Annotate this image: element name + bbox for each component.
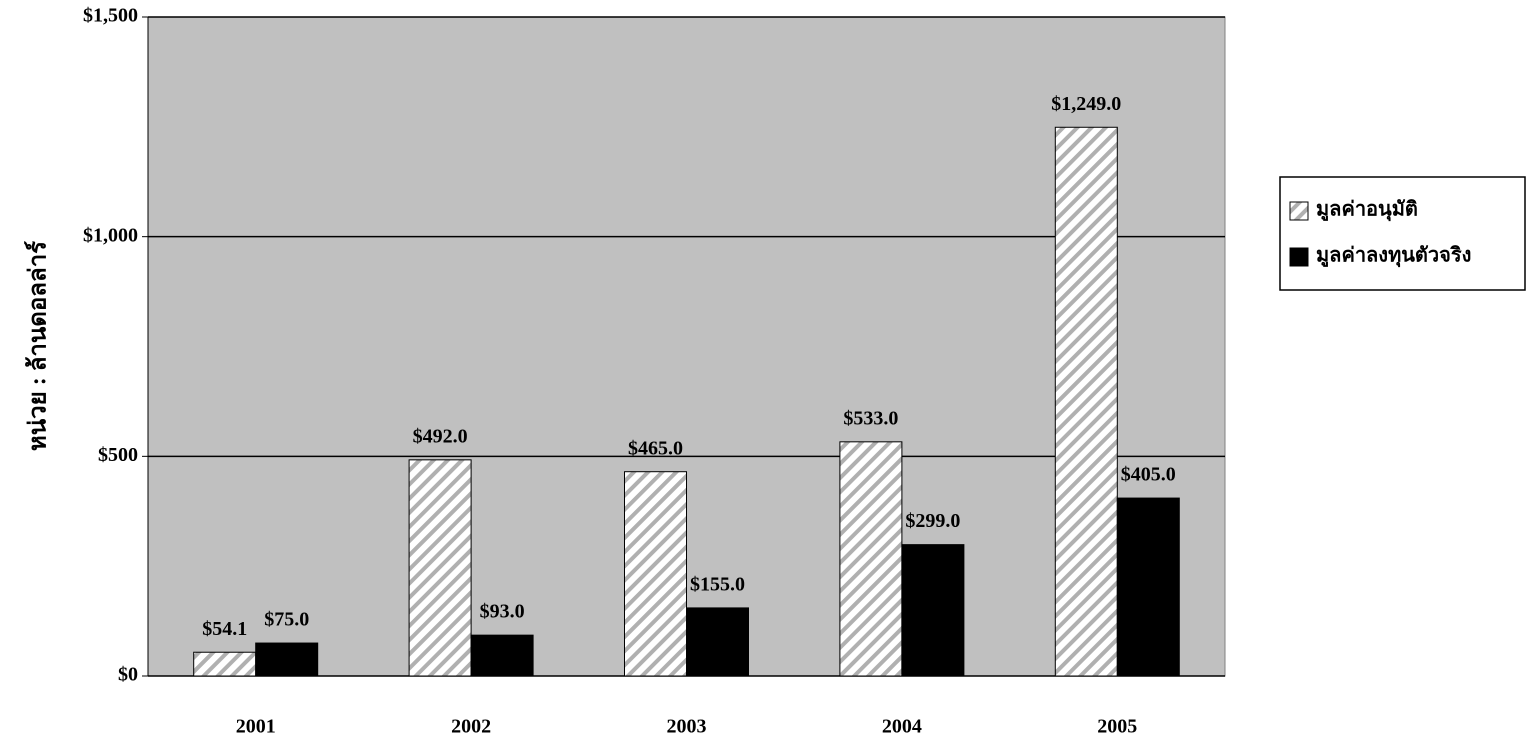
bar: [840, 442, 902, 676]
bar: [471, 635, 533, 676]
legend-label: มูลค่าลงทุนตัวจริง: [1316, 245, 1471, 269]
value-label: $492.0: [413, 425, 468, 447]
bar: [625, 472, 687, 676]
y-tick-label: $1,000: [83, 224, 138, 246]
x-tick-label: 2003: [667, 716, 707, 738]
bar: [902, 545, 964, 676]
value-label: $54.1: [202, 618, 247, 640]
bar: [194, 652, 256, 676]
y-tick-label: $0: [118, 664, 138, 686]
bar: [1055, 127, 1117, 676]
value-label: $93.0: [480, 601, 525, 623]
value-label: $155.0: [690, 573, 745, 595]
y-tick-label: $500: [98, 444, 138, 466]
legend-swatch: [1290, 248, 1308, 266]
value-label: $533.0: [843, 407, 898, 429]
value-label: $299.0: [905, 510, 960, 532]
legend-box: [1280, 177, 1525, 290]
y-axis-label: หน่วย : ล้านดอลล่าร์: [24, 241, 52, 451]
legend-swatch: [1290, 202, 1308, 220]
legend-label: มูลค่าอนุมัติ: [1316, 199, 1418, 223]
bar: [1117, 498, 1179, 676]
value-label: $1,249.0: [1051, 93, 1121, 115]
x-tick-label: 2004: [882, 716, 922, 738]
x-tick-label: 2002: [451, 716, 491, 738]
x-tick-label: 2001: [236, 716, 276, 738]
bar: [687, 608, 749, 676]
value-label: $405.0: [1121, 464, 1176, 486]
y-tick-label: $1,500: [83, 5, 138, 27]
chart: หน่วย : ล้านดอลล่าร์ $0 $500 $1,000 $1,500 2…: [0, 0, 1528, 747]
bar: [256, 643, 318, 676]
x-tick-label: 2005: [1097, 716, 1137, 738]
bar: [409, 460, 471, 676]
value-label: $75.0: [264, 609, 309, 631]
value-label: $465.0: [628, 437, 683, 459]
